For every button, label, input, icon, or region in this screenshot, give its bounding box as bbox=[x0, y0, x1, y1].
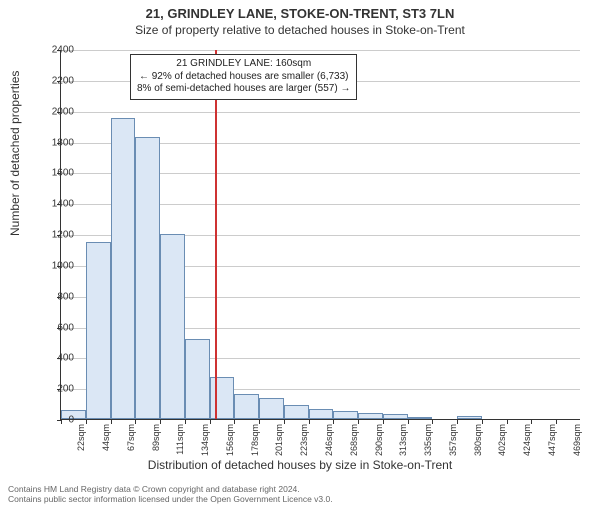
y-tick-label: 400 bbox=[34, 353, 74, 364]
x-tick-label: 268sqm bbox=[349, 424, 359, 456]
y-tick-label: 1000 bbox=[34, 260, 74, 271]
chart-area: 22sqm44sqm67sqm89sqm111sqm134sqm156sqm17… bbox=[60, 50, 580, 420]
footer-line-2: Contains public sector information licen… bbox=[8, 494, 592, 504]
x-tick-mark bbox=[284, 420, 285, 424]
x-tick-mark bbox=[259, 420, 260, 424]
x-tick-mark bbox=[457, 420, 458, 424]
y-tick-label: 2400 bbox=[34, 45, 74, 56]
histogram-bar bbox=[185, 339, 210, 419]
x-tick-mark bbox=[408, 420, 409, 424]
x-tick-label: 424sqm bbox=[522, 424, 532, 456]
x-tick-label: 178sqm bbox=[250, 424, 260, 456]
histogram-bar bbox=[210, 377, 235, 419]
grid-line bbox=[61, 112, 580, 113]
footer: Contains HM Land Registry data © Crown c… bbox=[8, 484, 592, 504]
y-tick-label: 0 bbox=[34, 415, 74, 426]
x-tick-label: 89sqm bbox=[151, 424, 161, 451]
x-tick-label: 290sqm bbox=[374, 424, 384, 456]
y-tick-label: 2200 bbox=[34, 75, 74, 86]
histogram-bar bbox=[284, 405, 309, 419]
histogram-bar bbox=[135, 137, 160, 419]
histogram-bar bbox=[86, 242, 111, 419]
histogram-bar bbox=[160, 234, 185, 419]
histogram-bar bbox=[111, 118, 136, 419]
y-tick-label: 1200 bbox=[34, 230, 74, 241]
y-tick-label: 600 bbox=[34, 322, 74, 333]
histogram-bar bbox=[383, 414, 408, 419]
x-tick-mark bbox=[482, 420, 483, 424]
y-tick-label: 200 bbox=[34, 384, 74, 395]
footer-line-1: Contains HM Land Registry data © Crown c… bbox=[8, 484, 592, 494]
grid-line bbox=[61, 50, 580, 51]
x-tick-label: 402sqm bbox=[497, 424, 507, 456]
x-tick-mark bbox=[333, 420, 334, 424]
x-tick-label: 223sqm bbox=[299, 424, 309, 456]
x-tick-mark bbox=[358, 420, 359, 424]
x-tick-mark bbox=[135, 420, 136, 424]
title-sub: Size of property relative to detached ho… bbox=[0, 23, 600, 37]
x-tick-mark bbox=[160, 420, 161, 424]
x-tick-label: 246sqm bbox=[324, 424, 334, 456]
plot-area: 22sqm44sqm67sqm89sqm111sqm134sqm156sqm17… bbox=[60, 50, 580, 420]
x-axis-label: Distribution of detached houses by size … bbox=[0, 458, 600, 472]
x-tick-label: 111sqm bbox=[175, 424, 185, 455]
annotation-line-1: 21 GRINDLEY LANE: 160sqm bbox=[137, 58, 350, 71]
annotation-line-3: 8% of semi-detached houses are larger (5… bbox=[137, 83, 350, 96]
title-main: 21, GRINDLEY LANE, STOKE-ON-TRENT, ST3 7… bbox=[0, 6, 600, 21]
x-tick-mark bbox=[111, 420, 112, 424]
x-tick-label: 313sqm bbox=[398, 424, 408, 456]
y-tick-label: 1600 bbox=[34, 168, 74, 179]
x-tick-label: 134sqm bbox=[200, 424, 210, 456]
x-tick-mark bbox=[432, 420, 433, 424]
histogram-bar bbox=[309, 409, 334, 419]
y-tick-label: 800 bbox=[34, 291, 74, 302]
y-axis-label: Number of detached properties bbox=[8, 71, 22, 236]
x-tick-mark bbox=[309, 420, 310, 424]
annotation-box: 21 GRINDLEY LANE: 160sqm ← 92% of detach… bbox=[130, 54, 357, 100]
x-tick-mark bbox=[234, 420, 235, 424]
histogram-bar bbox=[457, 416, 482, 419]
histogram-bar bbox=[259, 398, 284, 419]
marker-line bbox=[215, 50, 217, 419]
x-tick-label: 469sqm bbox=[572, 424, 582, 456]
y-tick-label: 1800 bbox=[34, 137, 74, 148]
x-tick-label: 44sqm bbox=[101, 424, 111, 451]
x-tick-mark bbox=[86, 420, 87, 424]
x-tick-label: 335sqm bbox=[423, 424, 433, 456]
x-tick-label: 357sqm bbox=[448, 424, 458, 456]
x-tick-mark bbox=[531, 420, 532, 424]
y-tick-label: 2000 bbox=[34, 106, 74, 117]
x-tick-label: 156sqm bbox=[225, 424, 235, 456]
x-tick-label: 380sqm bbox=[473, 424, 483, 456]
x-tick-label: 447sqm bbox=[547, 424, 557, 456]
histogram-bar bbox=[234, 394, 259, 419]
histogram-bar bbox=[333, 411, 358, 419]
annotation-line-2: ← 92% of detached houses are smaller (6,… bbox=[137, 71, 350, 84]
x-tick-label: 201sqm bbox=[274, 424, 284, 456]
x-tick-mark bbox=[210, 420, 211, 424]
x-tick-label: 22sqm bbox=[76, 424, 86, 451]
x-tick-label: 67sqm bbox=[126, 424, 136, 451]
x-tick-mark bbox=[383, 420, 384, 424]
histogram-bar bbox=[358, 413, 383, 419]
y-tick-label: 1400 bbox=[34, 199, 74, 210]
x-tick-mark bbox=[185, 420, 186, 424]
histogram-bar bbox=[408, 417, 433, 419]
x-tick-mark bbox=[556, 420, 557, 424]
x-tick-mark bbox=[507, 420, 508, 424]
